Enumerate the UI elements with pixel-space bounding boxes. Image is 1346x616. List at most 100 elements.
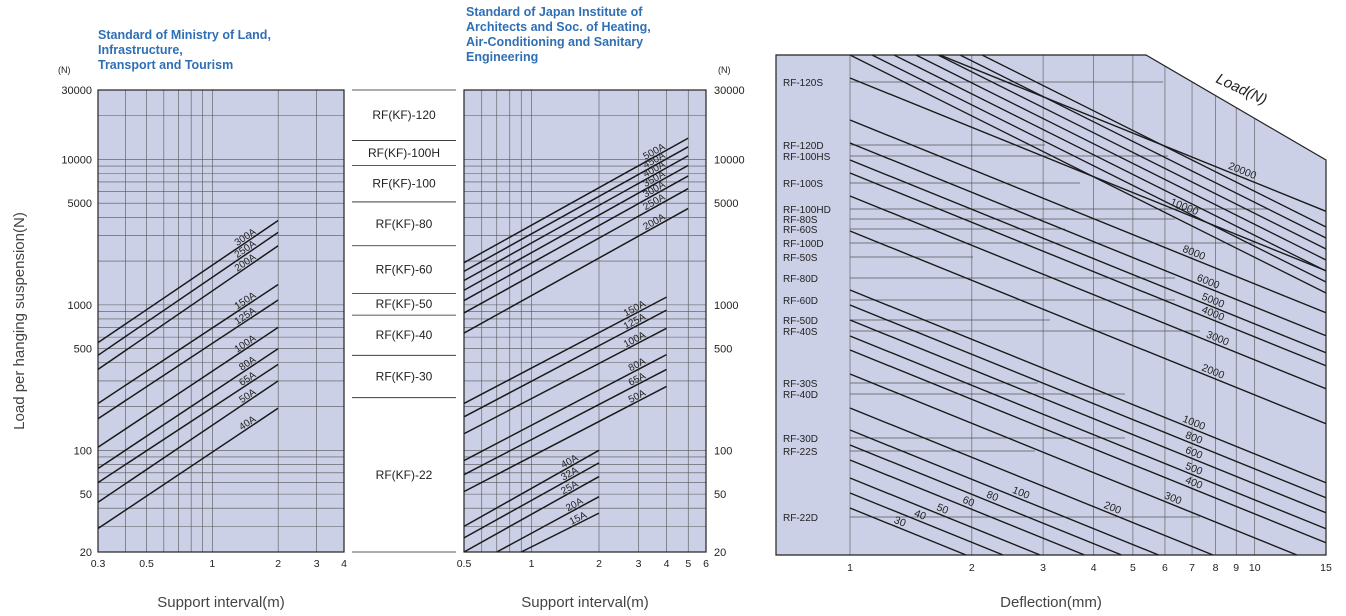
load-line-200 xyxy=(849,407,1214,556)
y-tick-label: 20 xyxy=(714,547,726,559)
series-line-middle-40a xyxy=(463,449,600,528)
load-line-50 xyxy=(849,477,1041,556)
plot-area-middle xyxy=(464,90,706,552)
series-line-middle-80a xyxy=(463,353,667,462)
x-tick-label: 1 xyxy=(209,558,215,570)
series-line-left-100a xyxy=(97,326,279,448)
series-line-middle-50a xyxy=(463,385,667,493)
load-line-upper xyxy=(893,54,1327,272)
series-line-middle-25a xyxy=(463,475,600,553)
model-label: RF-80S xyxy=(783,215,818,226)
load-line-40 xyxy=(849,492,1004,556)
y-tick-label: 50 xyxy=(714,489,726,501)
model-label: RF(KF)-80 xyxy=(376,217,433,231)
load-line-4000 xyxy=(849,172,1327,367)
y-axis-label: Load per hanging suspension(N) xyxy=(11,212,28,430)
x-tick-label: 1 xyxy=(529,558,535,570)
load-line-upper xyxy=(849,54,1327,294)
model-label: RF-40D xyxy=(783,390,818,401)
model-label: RF-50S xyxy=(783,253,818,264)
series-line-left-250a xyxy=(97,231,279,356)
model-label: RF-100S xyxy=(783,179,823,190)
model-label: RF-100D xyxy=(783,239,824,250)
model-label: RF-100HS xyxy=(783,152,831,163)
load-line-30 xyxy=(849,507,967,556)
series-line-left-50a xyxy=(97,380,279,503)
model-label: RF-60S xyxy=(783,225,818,236)
plot-frame-middle xyxy=(463,89,707,553)
y-unit-right: (N) xyxy=(718,65,731,75)
x-tick-label: 7 xyxy=(1189,562,1195,574)
model-label: RF-50D xyxy=(783,316,818,327)
chart-title-left: Standard of Ministry of Land, Infrastruc… xyxy=(98,28,271,72)
series-line-middle-500a xyxy=(463,137,689,264)
load-line-600 xyxy=(849,319,1327,514)
x-tick-label: 2 xyxy=(275,558,281,570)
x-tick-label: 5 xyxy=(685,558,691,570)
model-label: RF(KF)-22 xyxy=(376,468,433,482)
y-tick-label: 20 xyxy=(80,547,92,559)
x-tick-label: 15 xyxy=(1320,562,1332,574)
x-tick-label: 2 xyxy=(969,562,975,574)
load-line-upper xyxy=(959,54,1327,239)
x-tick-label: 3 xyxy=(1040,562,1046,574)
series-line-middle-150a xyxy=(463,296,667,405)
y-tick-label: 50 xyxy=(80,489,92,501)
series-line-middle-400a xyxy=(463,155,689,282)
y-tick-label: 10000 xyxy=(61,154,92,166)
x-tick-label: 2 xyxy=(596,558,602,570)
y-tick-label: 500 xyxy=(714,344,732,356)
y-tick-label: 100 xyxy=(74,445,92,457)
series-line-left-300a xyxy=(97,219,279,344)
y-tick-label: 500 xyxy=(74,344,92,356)
x-tick-label: 0.5 xyxy=(457,558,472,570)
load-line-2000 xyxy=(849,230,1327,425)
y-tick-label: 30000 xyxy=(714,85,745,97)
x-axis-label-left: Support interval(m) xyxy=(157,594,285,611)
load-line-8000 xyxy=(849,119,1327,314)
series-line-left-150a xyxy=(97,283,279,405)
model-label: RF-120S xyxy=(783,78,823,89)
model-label: RF(KF)-40 xyxy=(376,328,433,342)
series-line-middle-20a xyxy=(496,496,600,553)
plot-frame-right xyxy=(775,54,1327,556)
load-line-500 xyxy=(849,335,1327,530)
load-line-upper xyxy=(915,54,1327,261)
load-line-60 xyxy=(849,459,1085,556)
y-tick-label: 1000 xyxy=(714,300,738,312)
load-line-300 xyxy=(849,373,1298,556)
load-line-400 xyxy=(849,349,1327,544)
model-label: RF-40S xyxy=(783,327,818,338)
x-tick-label: 6 xyxy=(1162,562,1168,574)
load-line-3000 xyxy=(849,195,1327,390)
series-line-middle-65a xyxy=(463,368,667,476)
y-tick-label: 30000 xyxy=(61,85,92,97)
y-tick-label: 5000 xyxy=(714,198,738,210)
load-line-20000 xyxy=(939,54,1327,212)
y-tick-label: 1000 xyxy=(68,300,92,312)
model-label: RF(KF)-100 xyxy=(372,177,436,191)
model-label: RF(KF)-50 xyxy=(376,297,433,311)
series-line-middle-32a xyxy=(463,462,600,539)
x-tick-label: 5 xyxy=(1130,562,1136,574)
x-tick-label: 0.5 xyxy=(139,558,154,570)
series-line-middle-125a xyxy=(463,309,667,418)
load-line-5000 xyxy=(849,159,1327,354)
series-line-left-200a xyxy=(97,245,279,371)
series-line-middle-100a xyxy=(463,327,667,435)
x-tick-label: 1 xyxy=(847,562,853,574)
series-line-middle-250a xyxy=(463,187,689,314)
model-label: RF-30S xyxy=(783,379,818,390)
x-tick-label: 6 xyxy=(703,558,709,570)
x-axis-label-middle: Support interval(m) xyxy=(521,594,649,611)
y-unit-left: (N) xyxy=(58,65,71,75)
series-line-middle-350a xyxy=(463,164,689,291)
model-label: RF(KF)-120 xyxy=(372,108,436,122)
load-line-upper xyxy=(937,54,1327,250)
model-label: RF-120D xyxy=(783,141,824,152)
load-label: 80 xyxy=(985,489,1000,505)
x-axis-label-right: Deflection(mm) xyxy=(1000,594,1102,611)
model-label: RF-80D xyxy=(783,274,818,285)
load-line-6000 xyxy=(849,142,1327,337)
